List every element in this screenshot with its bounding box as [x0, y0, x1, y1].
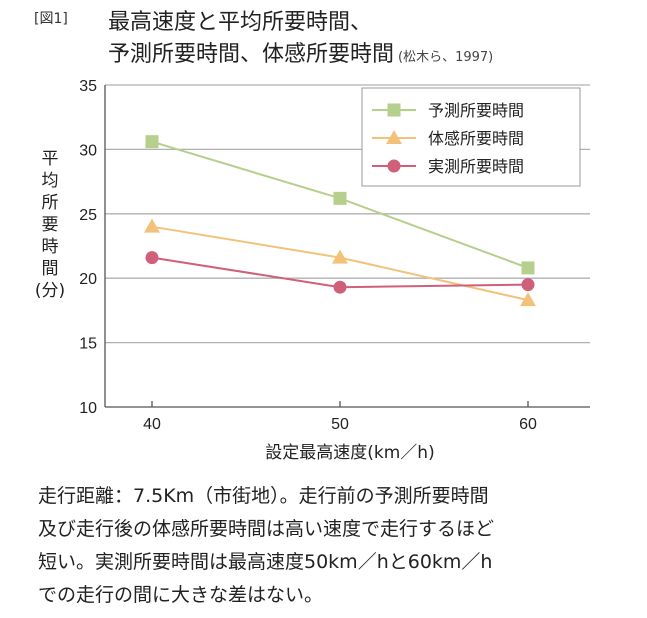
y-axis-label-char: 間 — [41, 259, 59, 279]
caption: 走行距離：7.5Km（市街地）。走行前の予測所要時間 及び走行後の体感所要時間は… — [38, 480, 618, 612]
y-tick-label: 15 — [79, 336, 97, 353]
legend-marker — [386, 130, 402, 144]
citation: (松木ら、1997) — [398, 50, 494, 65]
figure-label: [図1] — [34, 11, 68, 27]
data-point — [520, 292, 536, 307]
chart-title-line2-text: 予測所要時間、体感所要時間 — [108, 42, 395, 67]
data-point — [333, 191, 347, 205]
data-point — [521, 261, 535, 275]
caption-line: 走行距離：7.5Km（市街地）。走行前の予測所要時間 — [38, 485, 489, 507]
caption-line: 短い。実測所要時間は最高速度50km／hと60km／h — [38, 551, 493, 573]
data-point — [333, 280, 347, 294]
data-point — [145, 251, 159, 265]
y-axis-label-char: 要 — [41, 215, 59, 235]
y-tick-label: 30 — [79, 142, 97, 159]
y-tick-label: 25 — [79, 207, 97, 224]
caption-line: 及び走行後の体感所要時間は高い速度で走行するほど — [38, 518, 495, 540]
y-tick-label: 10 — [79, 400, 97, 417]
y-axis-label-char: 平 — [41, 149, 59, 169]
data-point — [144, 218, 160, 233]
chart-title-line2: 予測所要時間、体感所要時間 (松木ら、1997) — [108, 36, 493, 68]
legend-marker — [387, 159, 401, 173]
caption-line: での走行の間に大きな差はない。 — [38, 584, 324, 606]
y-axis-label: 平 均 所 要 時 間 (分) — [34, 148, 66, 302]
legend-label: 予測所要時間 — [428, 101, 524, 120]
line-chart: 10 15 20 25 30 35 40 50 60 設定最高速度(km／h) 予測所要時間体感所要… — [79, 78, 590, 463]
y-tick-label: 20 — [79, 271, 97, 288]
x-tick-label: 60 — [519, 416, 537, 433]
x-axis-title: 設定最高速度(km／h) — [265, 443, 434, 463]
legend-marker — [387, 103, 401, 117]
y-tick-label: 35 — [79, 78, 97, 95]
y-axis-label-char: 所 — [41, 193, 59, 213]
legend-label: 体感所要時間 — [428, 129, 524, 148]
chart-title-line1: 最高速度と平均所要時間、 — [108, 10, 373, 35]
data-point — [332, 249, 348, 264]
x-tick-label: 50 — [331, 416, 349, 433]
y-axis-label-char: 時 — [41, 237, 59, 257]
y-axis-label-char: 均 — [41, 171, 59, 191]
legend-label: 実測所要時間 — [428, 157, 524, 176]
data-point — [145, 135, 159, 149]
data-point — [521, 278, 535, 292]
y-axis-label-unit: (分) — [34, 281, 66, 301]
x-tick-label: 40 — [143, 416, 161, 433]
